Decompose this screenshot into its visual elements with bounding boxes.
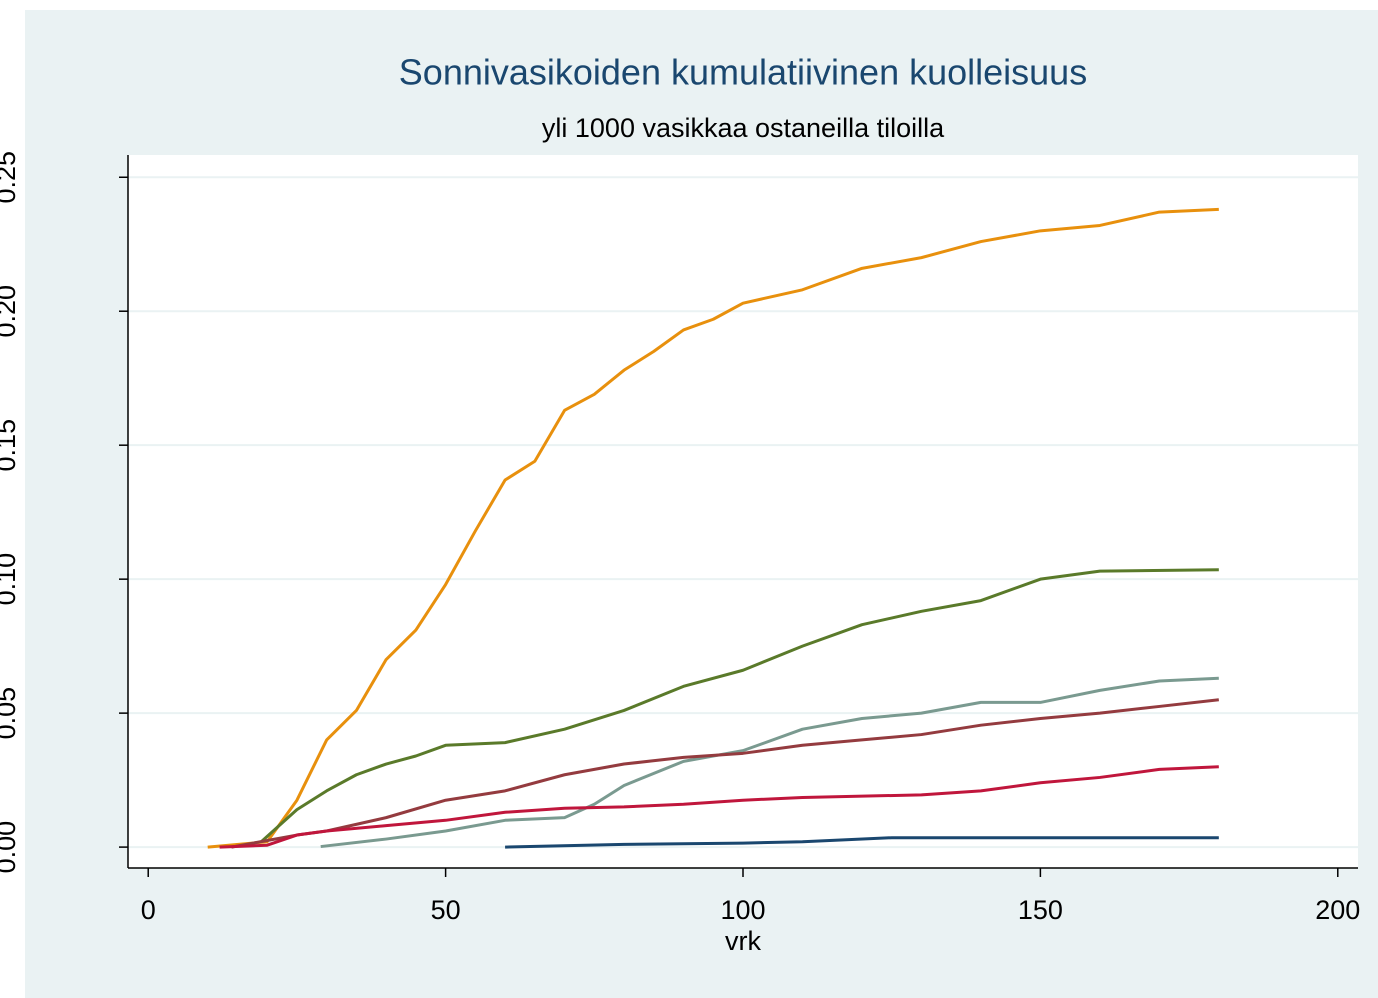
series-line (207, 207, 1219, 849)
y-tick-label: 0.20 (0, 285, 21, 338)
x-tick-label: 200 (1315, 895, 1360, 925)
y-tick-label: 0.25 (0, 151, 21, 204)
series-line (231, 698, 1219, 849)
plot-area (128, 155, 1358, 868)
series-line (219, 765, 1219, 849)
y-tick-label: 0.15 (0, 419, 21, 472)
series-line (505, 836, 1219, 849)
chart-title: Sonnivasikoiden kumulatiivinen kuolleisu… (399, 52, 1087, 93)
chart-subtitle: yli 1000 vasikkaa ostaneilla tiloilla (542, 113, 945, 143)
x-tick-label: 0 (141, 895, 156, 925)
x-tick-label: 50 (431, 895, 461, 925)
y-tick-label: 0.00 (0, 821, 21, 874)
y-tick-label: 0.10 (0, 553, 21, 606)
x-axis-label: vrk (725, 926, 761, 956)
series-line (320, 676, 1219, 849)
y-tick-label: 0.05 (0, 687, 21, 740)
x-tick-label: 150 (1018, 895, 1063, 925)
series-line (260, 568, 1219, 843)
x-tick-label: 100 (720, 895, 765, 925)
